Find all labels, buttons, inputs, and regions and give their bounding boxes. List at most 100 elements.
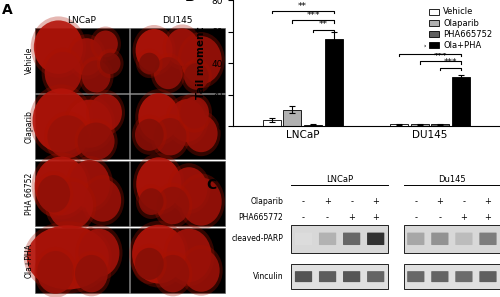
Ellipse shape — [34, 20, 83, 74]
Ellipse shape — [34, 157, 88, 215]
Ellipse shape — [154, 183, 192, 228]
FancyBboxPatch shape — [343, 271, 360, 282]
Ellipse shape — [135, 119, 164, 151]
Ellipse shape — [132, 115, 167, 155]
Bar — [292, 264, 388, 289]
FancyBboxPatch shape — [480, 233, 496, 245]
Bar — [262, 120, 281, 126]
FancyBboxPatch shape — [367, 271, 384, 282]
Text: cleaved-PARP: cleaved-PARP — [232, 234, 283, 243]
Ellipse shape — [37, 251, 74, 294]
Text: B: B — [184, 0, 195, 4]
Text: Ola+PHA: Ola+PHA — [25, 243, 34, 278]
Bar — [283, 110, 302, 126]
Ellipse shape — [166, 95, 208, 146]
Ellipse shape — [44, 52, 82, 94]
FancyBboxPatch shape — [407, 271, 424, 282]
Bar — [35, 94, 129, 159]
Ellipse shape — [154, 57, 182, 89]
Ellipse shape — [154, 118, 186, 155]
Ellipse shape — [97, 49, 124, 78]
Ellipse shape — [72, 251, 111, 296]
Ellipse shape — [168, 163, 210, 214]
Text: +: + — [324, 197, 331, 206]
Bar — [130, 228, 225, 293]
Ellipse shape — [78, 123, 114, 160]
FancyBboxPatch shape — [319, 271, 336, 282]
Ellipse shape — [150, 114, 190, 159]
Text: **: ** — [319, 20, 328, 29]
Text: C: C — [206, 178, 216, 192]
FancyBboxPatch shape — [295, 271, 312, 282]
Text: -: - — [414, 197, 418, 206]
Ellipse shape — [76, 225, 122, 281]
Ellipse shape — [180, 97, 209, 129]
Ellipse shape — [156, 255, 190, 292]
Ellipse shape — [136, 29, 172, 72]
Text: +: + — [484, 197, 492, 206]
Ellipse shape — [45, 177, 96, 233]
Ellipse shape — [82, 60, 110, 92]
Ellipse shape — [27, 225, 109, 290]
Ellipse shape — [42, 48, 84, 99]
Ellipse shape — [135, 89, 182, 145]
Ellipse shape — [90, 26, 121, 61]
Ellipse shape — [136, 49, 162, 78]
Ellipse shape — [94, 31, 118, 57]
Ellipse shape — [30, 16, 86, 78]
Ellipse shape — [136, 184, 166, 219]
Text: ***: *** — [423, 44, 436, 53]
Ellipse shape — [84, 179, 121, 222]
FancyBboxPatch shape — [319, 233, 336, 245]
Text: +: + — [372, 213, 379, 222]
Text: +: + — [484, 213, 492, 222]
Bar — [410, 124, 428, 126]
Bar — [130, 94, 225, 159]
Bar — [390, 124, 408, 126]
Ellipse shape — [132, 25, 176, 76]
Text: LNCaP: LNCaP — [326, 175, 353, 184]
Ellipse shape — [24, 221, 112, 293]
Ellipse shape — [44, 111, 92, 162]
Bar — [404, 264, 500, 289]
Ellipse shape — [86, 90, 125, 135]
Ellipse shape — [74, 119, 118, 164]
Text: -: - — [350, 197, 353, 206]
Ellipse shape — [32, 153, 91, 219]
Ellipse shape — [66, 156, 113, 212]
Text: Du145: Du145 — [438, 175, 466, 184]
FancyBboxPatch shape — [295, 233, 312, 245]
Ellipse shape — [69, 160, 110, 208]
Ellipse shape — [138, 93, 179, 141]
Ellipse shape — [166, 229, 212, 282]
Text: PHA665772: PHA665772 — [238, 213, 284, 222]
Ellipse shape — [34, 171, 73, 217]
Bar — [404, 225, 500, 253]
Text: PHA 66752: PHA 66752 — [25, 173, 34, 215]
Ellipse shape — [185, 115, 218, 152]
Ellipse shape — [168, 99, 205, 142]
Text: -: - — [462, 197, 466, 206]
Ellipse shape — [180, 178, 222, 226]
Ellipse shape — [177, 93, 212, 133]
Ellipse shape — [48, 115, 88, 158]
Ellipse shape — [151, 53, 186, 93]
Text: Olaparib: Olaparib — [25, 110, 34, 143]
Ellipse shape — [166, 29, 198, 66]
Ellipse shape — [70, 38, 103, 76]
Bar — [292, 225, 388, 253]
Bar — [130, 161, 225, 226]
Bar — [304, 125, 322, 126]
Bar — [35, 28, 129, 93]
Text: LNCaP: LNCaP — [68, 16, 96, 25]
Ellipse shape — [182, 249, 220, 292]
FancyBboxPatch shape — [343, 233, 360, 245]
Ellipse shape — [135, 248, 164, 280]
Text: ***: *** — [306, 11, 320, 20]
Ellipse shape — [34, 247, 77, 297]
FancyBboxPatch shape — [456, 233, 472, 245]
Bar — [35, 161, 129, 226]
Ellipse shape — [38, 175, 70, 213]
FancyBboxPatch shape — [407, 233, 424, 245]
Ellipse shape — [164, 225, 214, 286]
